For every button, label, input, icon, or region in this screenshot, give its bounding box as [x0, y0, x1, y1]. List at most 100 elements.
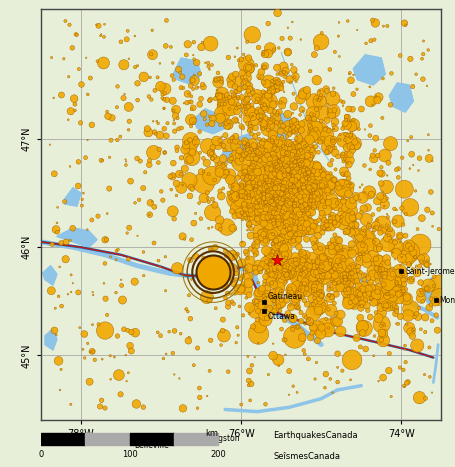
Point [81, 354, 88, 361]
Point [261, 188, 268, 195]
Point [418, 258, 425, 265]
Point [292, 73, 299, 80]
Point [287, 304, 294, 311]
Point [348, 274, 355, 282]
Point [298, 309, 305, 316]
Point [243, 61, 250, 68]
Point [189, 77, 197, 84]
Point [227, 176, 234, 184]
Point [312, 143, 319, 150]
Point [272, 192, 279, 200]
Point [301, 312, 308, 319]
Point [332, 149, 339, 156]
Point [268, 198, 275, 205]
Point [296, 186, 303, 194]
Point [272, 114, 279, 122]
Point [173, 192, 180, 199]
Point [186, 98, 193, 106]
Point [336, 242, 344, 250]
Point [228, 134, 235, 142]
Point [274, 276, 281, 283]
Point [257, 174, 264, 181]
Point [392, 243, 399, 250]
Point [381, 201, 389, 208]
Point [310, 167, 317, 175]
Point [238, 156, 245, 163]
Point [330, 138, 337, 145]
Point [255, 107, 263, 115]
Point [292, 209, 299, 216]
Point [321, 263, 328, 270]
Point [140, 184, 147, 192]
Point [249, 113, 256, 120]
Point [384, 195, 391, 202]
Point [184, 308, 192, 315]
Point [280, 269, 288, 276]
Point [280, 182, 287, 190]
Point [265, 200, 273, 208]
Point [241, 201, 248, 208]
Point [266, 304, 273, 312]
Point [294, 191, 301, 199]
Point [197, 43, 205, 51]
Point [101, 260, 109, 267]
Point [310, 171, 318, 178]
Point [273, 270, 280, 278]
Point [330, 125, 338, 133]
Point [268, 87, 275, 94]
Point [183, 305, 190, 313]
Point [287, 269, 294, 276]
Point [151, 203, 158, 211]
Point [310, 301, 317, 308]
Point [284, 197, 291, 204]
Point [365, 290, 373, 297]
Point [285, 139, 292, 147]
Point [215, 223, 222, 231]
Point [212, 255, 220, 262]
Point [232, 212, 239, 220]
Point [423, 82, 430, 90]
Point [410, 161, 417, 169]
Point [292, 297, 299, 305]
Point [308, 320, 315, 328]
Point [72, 31, 80, 38]
Point [238, 192, 246, 199]
Point [208, 120, 216, 127]
Point [278, 297, 285, 304]
Point [233, 117, 240, 124]
Point [313, 304, 321, 312]
Point [251, 203, 258, 210]
Point [299, 212, 307, 219]
Point [365, 219, 372, 226]
Point [187, 144, 194, 151]
Point [170, 159, 177, 167]
Point [339, 198, 347, 205]
Point [265, 281, 272, 288]
Point [162, 287, 169, 294]
Point [297, 292, 304, 300]
Point [248, 163, 255, 171]
Point [355, 286, 363, 293]
Point [344, 182, 352, 190]
Point [358, 297, 365, 304]
Point [245, 185, 252, 192]
Point [394, 290, 402, 298]
Point [253, 95, 260, 102]
Point [392, 255, 399, 263]
Polygon shape [353, 55, 385, 85]
Point [196, 128, 203, 135]
Point [324, 280, 332, 288]
Point [284, 166, 292, 174]
Point [357, 314, 364, 321]
Point [245, 64, 252, 71]
Point [313, 359, 320, 366]
Point [265, 124, 272, 132]
Point [311, 263, 318, 270]
Point [260, 112, 268, 119]
Point [290, 103, 298, 110]
Point [238, 93, 245, 101]
Point [285, 204, 292, 211]
Point [254, 96, 261, 103]
Point [251, 167, 258, 175]
Point [273, 169, 280, 176]
